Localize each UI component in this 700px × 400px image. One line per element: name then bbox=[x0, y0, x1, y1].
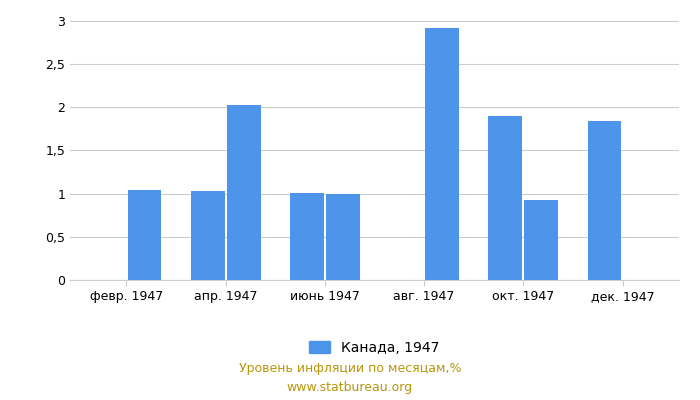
Bar bbox=[190, 191, 225, 280]
Legend: Канада, 1947: Канада, 1947 bbox=[304, 335, 445, 360]
Bar bbox=[326, 194, 360, 280]
Bar bbox=[524, 200, 559, 280]
Bar bbox=[290, 193, 323, 280]
Bar bbox=[426, 28, 459, 280]
Bar bbox=[489, 116, 522, 280]
Bar bbox=[227, 105, 260, 280]
Text: Уровень инфляции по месяцам,%
www.statbureau.org: Уровень инфляции по месяцам,% www.statbu… bbox=[239, 362, 461, 394]
Bar bbox=[127, 190, 161, 280]
Bar bbox=[587, 121, 622, 280]
